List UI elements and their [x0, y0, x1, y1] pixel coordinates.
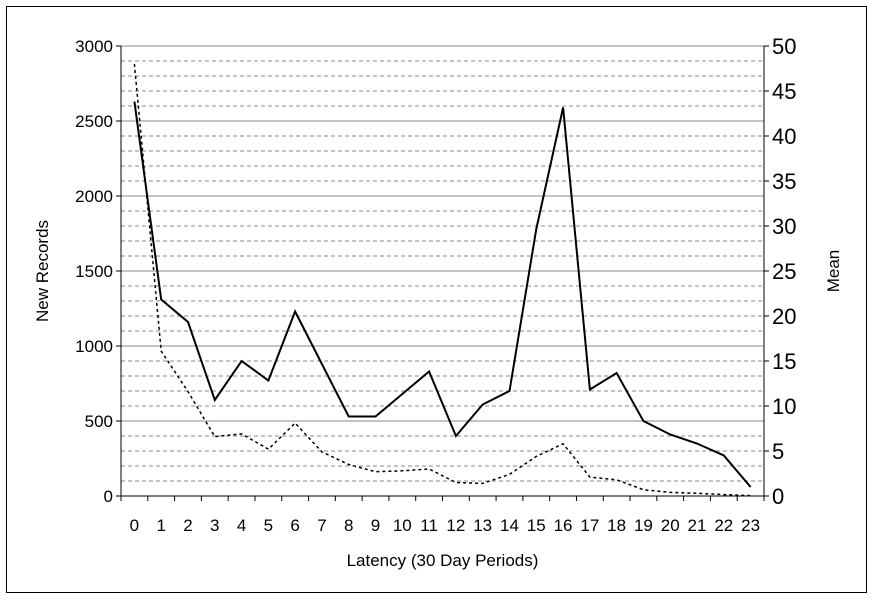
x-tick-label: 22 — [714, 516, 733, 535]
x-tick-label: 5 — [264, 516, 273, 535]
x-tick-label: 23 — [741, 516, 760, 535]
x-tick-label: 3 — [210, 516, 219, 535]
y2-tick-label: 50 — [772, 34, 796, 59]
x-tick-label: 2 — [183, 516, 192, 535]
x-axis-label: Latency (30 Day Periods) — [347, 551, 539, 570]
x-tick-label: 13 — [473, 516, 492, 535]
x-tick-label: 15 — [527, 516, 546, 535]
y2-tick-label: 10 — [772, 394, 796, 419]
x-tick-label: 16 — [554, 516, 573, 535]
x-tick-label: 20 — [661, 516, 680, 535]
y-tick-label: 2000 — [75, 187, 113, 206]
left-y-axis-ticks: 0 500 1000 1500 2000 2500 3000 — [75, 37, 121, 506]
y-tick-label: 500 — [85, 412, 113, 431]
y-tick-label: 1500 — [75, 262, 113, 281]
y2-tick-label: 25 — [772, 259, 796, 284]
x-tick-label: 6 — [290, 516, 299, 535]
y2-tick-label: 40 — [772, 124, 796, 149]
x-tick-label: 4 — [237, 516, 246, 535]
x-tick-label: 12 — [446, 516, 465, 535]
x-tick-label: 0 — [130, 516, 139, 535]
x-tick-label: 18 — [607, 516, 626, 535]
y2-tick-label: 45 — [772, 79, 796, 104]
y2-tick-label: 15 — [772, 349, 796, 374]
x-tick-label: 11 — [420, 516, 438, 535]
y-tick-label: 1000 — [75, 337, 113, 356]
y2-tick-label: 30 — [772, 214, 796, 239]
x-tick-label: 1 — [156, 516, 165, 535]
x-tick-label: 14 — [500, 516, 519, 535]
y-tick-label: 3000 — [75, 37, 113, 56]
y-tick-label: 0 — [104, 487, 113, 506]
gridlines — [121, 45, 764, 482]
x-tick-label: 9 — [371, 516, 380, 535]
y-tick-label: 2500 — [75, 112, 113, 131]
right-y-axis-ticks: 0 5 10 15 20 25 30 35 40 45 50 — [764, 34, 796, 509]
x-tick-label: 7 — [317, 516, 326, 535]
x-tick-label: 10 — [393, 516, 412, 535]
y2-tick-label: 0 — [772, 484, 784, 509]
x-tick-label: 8 — [344, 516, 353, 535]
data-series — [133, 63, 752, 497]
x-axis-ticks: 0 1 2 3 4 5 6 7 8 9 10 11 12 13 14 15 16 17 18 19 20 21 22 23 — [120, 496, 765, 535]
series-line-mean — [133, 63, 751, 497]
y-axis-label: New Records — [33, 220, 52, 322]
x-tick-label: 17 — [580, 516, 599, 535]
y2-tick-label: 35 — [772, 169, 796, 194]
y2-tick-label: 20 — [772, 304, 796, 329]
y2-tick-label: 5 — [772, 439, 784, 464]
y2-axis-label: Mean — [824, 250, 843, 293]
x-tick-label: 21 — [688, 516, 707, 535]
series-line-new-records — [133, 101, 752, 488]
x-tick-label: 19 — [634, 516, 653, 535]
